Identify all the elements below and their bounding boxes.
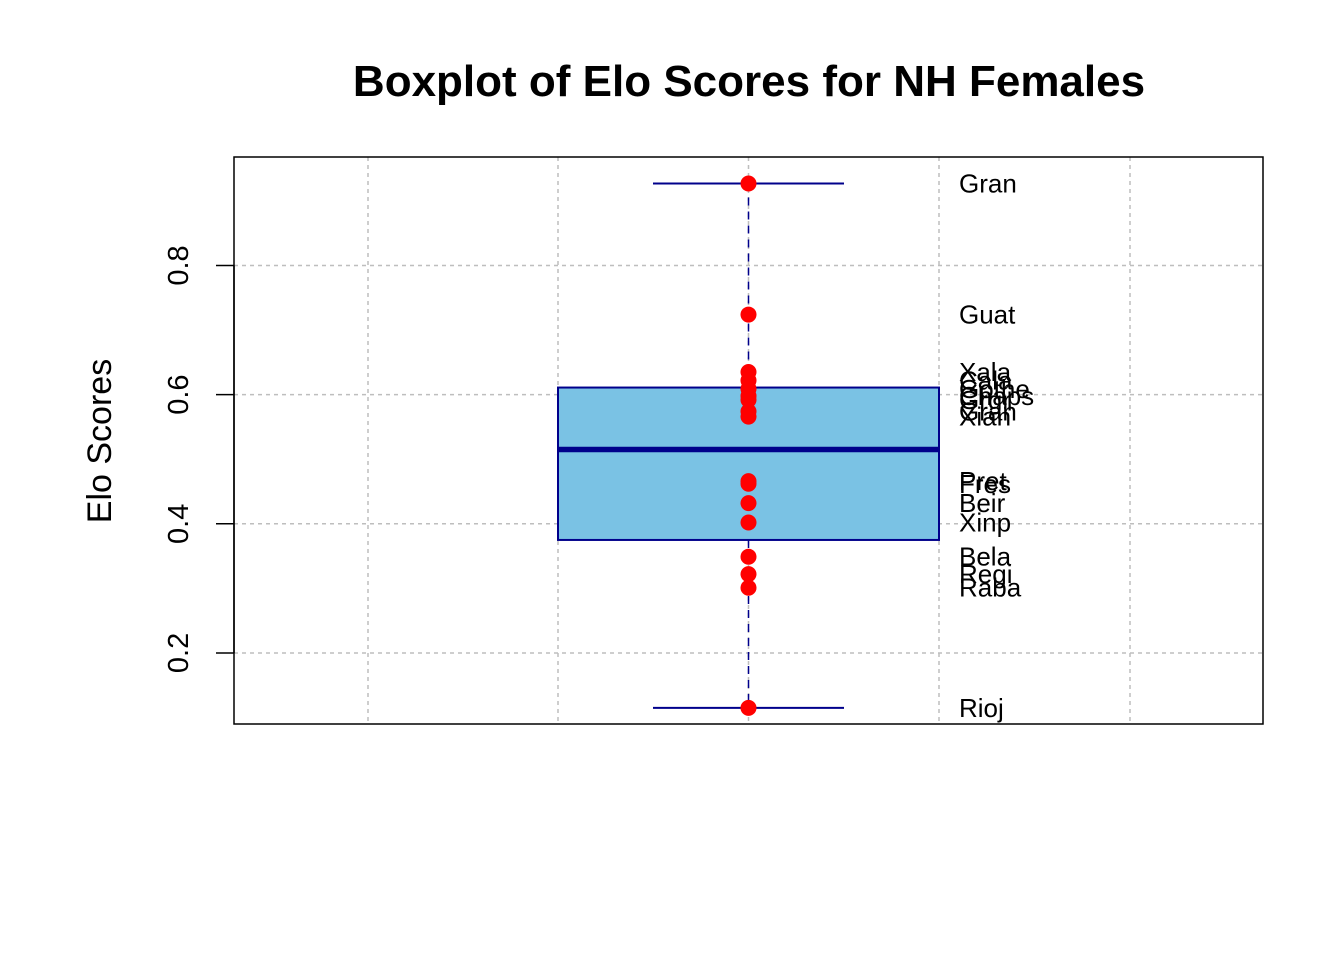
point-label-11: Beir xyxy=(959,488,1006,518)
point-label-6: Grgr xyxy=(959,385,1011,415)
data-point-12 xyxy=(740,514,757,531)
data-points xyxy=(740,175,757,716)
point-label-7: Gran xyxy=(959,396,1017,426)
point-label-1: Guat xyxy=(959,300,1016,330)
chart-title: Boxplot of Elo Scores for NH Females xyxy=(353,57,1145,106)
point-label-16: Rioj xyxy=(959,693,1004,723)
point-label-15: Raba xyxy=(959,573,1022,603)
y-tick-label-0: 0.2 xyxy=(163,633,195,673)
point-label-10: Fres xyxy=(959,469,1011,499)
data-point-1 xyxy=(740,306,757,323)
data-point-14 xyxy=(740,566,757,583)
point-label-3: Cala xyxy=(959,365,1013,395)
point-label-2: Xala xyxy=(959,357,1012,387)
point-labels: GranGuatXalaCalaGotheChapsGrgrGranXianPr… xyxy=(959,168,1034,722)
y-tick-label-2: 0.6 xyxy=(163,374,195,414)
data-point-6 xyxy=(740,391,757,408)
y-tick-label-3: 0.8 xyxy=(163,245,195,285)
point-label-0: Gran xyxy=(959,168,1017,198)
y-axis-label: Elo Scores xyxy=(81,359,119,523)
plot-frame xyxy=(233,156,1264,725)
point-label-8: Xian xyxy=(959,402,1011,432)
point-label-13: Bela xyxy=(959,542,1012,572)
point-label-12: Xinp xyxy=(959,508,1011,538)
y-tick-label-1: 0.4 xyxy=(163,504,195,544)
data-point-8 xyxy=(740,408,757,425)
y-axis: 0.2 0.4 0.6 0.8 xyxy=(163,245,235,673)
point-label-5: Chaps xyxy=(959,381,1034,411)
point-label-9: Pret xyxy=(959,466,1007,496)
data-point-15 xyxy=(740,579,757,596)
data-point-10 xyxy=(740,475,757,492)
data-point-13 xyxy=(740,548,757,565)
point-label-14: Regi xyxy=(959,559,1012,589)
point-label-4: Gothe xyxy=(959,374,1030,404)
data-point-11 xyxy=(740,495,757,512)
data-point-0 xyxy=(740,175,757,192)
data-point-16 xyxy=(740,699,757,716)
